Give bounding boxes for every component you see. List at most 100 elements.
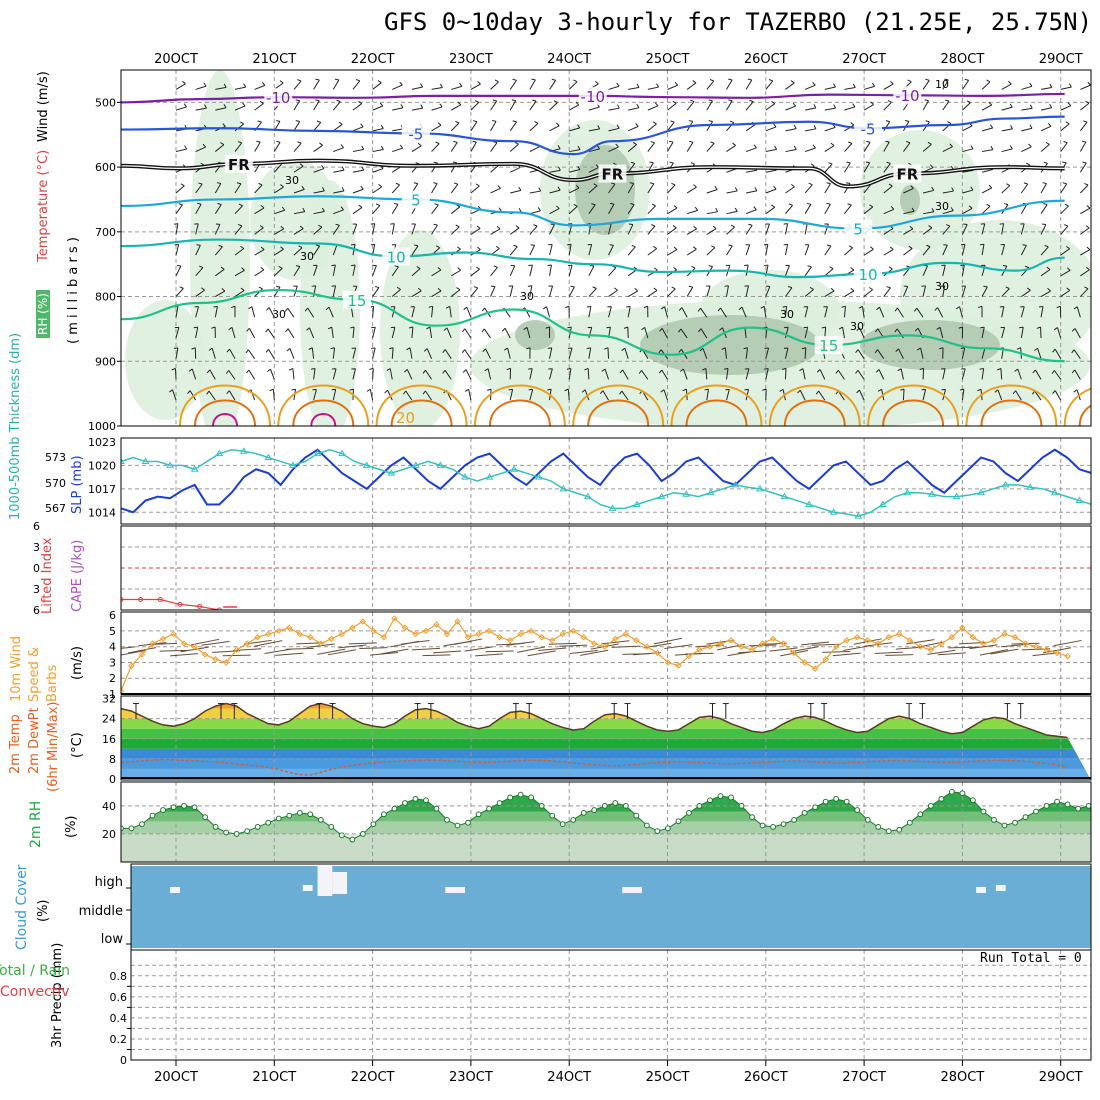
wind10m-point	[780, 640, 787, 647]
wind-barb	[863, 248, 874, 256]
wind-barb-flag	[1029, 124, 1033, 129]
thickness-point	[436, 461, 445, 468]
wind-barb	[863, 183, 872, 194]
wind10m-barb	[327, 649, 356, 656]
wind-barb	[391, 266, 399, 277]
wind-barb	[313, 100, 320, 111]
rh-contour-label: 30	[272, 308, 286, 321]
wind-barb-flag	[556, 122, 560, 127]
wind-barb	[510, 166, 521, 173]
temp2m-panel	[121, 696, 1091, 780]
wind-barb	[1020, 306, 1025, 318]
wind-barb-flag	[955, 306, 960, 310]
wind-barb-flag	[815, 390, 820, 395]
rh2m-point	[959, 790, 966, 797]
wind-barb	[1080, 207, 1091, 215]
wind10m-barb	[748, 644, 777, 647]
wind-barb	[961, 80, 970, 90]
thickness-point	[338, 449, 347, 457]
wind-barb-flag	[1038, 305, 1044, 308]
wind-barb-flag	[1065, 121, 1070, 125]
wind-barb-flag	[874, 328, 879, 333]
wind-ytick: 4	[109, 641, 116, 654]
wind10m-point	[391, 615, 398, 622]
rh2m-point	[622, 802, 629, 809]
wind-barb	[765, 223, 770, 235]
wind-barb-flag	[704, 388, 709, 391]
wind-barb	[229, 348, 236, 359]
wind-barb-flag	[442, 349, 446, 353]
wind-barb	[372, 149, 384, 153]
wind-barb-flag	[457, 246, 461, 250]
wind-barb	[490, 286, 496, 297]
wind-barb-flag	[518, 208, 522, 213]
isotherm-20-arc	[277, 384, 370, 426]
wind-barb	[1080, 102, 1090, 111]
rh2m-point	[254, 824, 261, 830]
wind-barb	[254, 207, 265, 215]
wind-barb-flag	[728, 99, 733, 102]
wind-barb-flag	[1066, 245, 1070, 250]
cloud-gap	[976, 887, 986, 893]
wind-barb	[1040, 204, 1048, 214]
wind-barb-flag	[355, 79, 360, 82]
wind-barb	[647, 205, 656, 215]
wind-barb	[568, 265, 573, 276]
wind-barb-flag	[1010, 125, 1013, 130]
wind-barb-flag	[472, 120, 478, 123]
wind-barb-flag	[285, 328, 289, 333]
wind-barb-flag	[813, 104, 817, 109]
wind-barb-flag	[321, 187, 325, 192]
wind-barb	[898, 348, 904, 359]
wind-barb	[961, 244, 966, 256]
wind-barb-flag	[217, 203, 222, 205]
wind-barb	[529, 389, 534, 401]
wind-barb-flag	[615, 143, 619, 148]
wind10m-point	[843, 637, 850, 644]
wind-barb-flag	[226, 348, 230, 353]
wind-barb-flag	[870, 246, 874, 250]
wind-barb	[450, 206, 461, 215]
wind-barb-flag	[481, 307, 486, 312]
wind-barb	[663, 389, 668, 401]
wind-barb	[1060, 183, 1068, 194]
wind-barb	[765, 286, 771, 297]
wind-barb-flag	[990, 145, 994, 150]
wind10m-point	[980, 640, 987, 647]
isotherm-25-arc	[882, 399, 945, 426]
wind-barb-flag	[1047, 288, 1051, 292]
wind10m-barb	[801, 641, 830, 646]
rh2m-fill-overlay	[121, 833, 1091, 862]
isotherm-label: 20	[396, 409, 415, 427]
wind-barb-flag	[697, 307, 701, 312]
x-tick-top: 23OCT	[449, 52, 493, 67]
wind-barb	[942, 285, 946, 297]
rh2m-point	[570, 816, 577, 823]
wind10m-point	[275, 627, 282, 635]
wind-barb-flag	[533, 224, 538, 227]
wind-barb	[215, 268, 225, 277]
wind-barb	[490, 228, 501, 235]
rh-contour-label: 10	[935, 78, 949, 91]
wind-barb-flag	[966, 100, 971, 104]
wind-barb	[1040, 125, 1052, 132]
wind10m-point	[128, 662, 135, 669]
wind-barb	[313, 265, 318, 276]
wind-barb	[509, 389, 514, 401]
wind-barb-flag	[658, 369, 663, 374]
li-ytick: 3	[33, 583, 40, 596]
wind-barb-flag	[523, 326, 528, 330]
wind-barb	[627, 163, 636, 173]
thickness-ytick: 567	[45, 502, 66, 515]
wind-barb	[234, 225, 243, 235]
wind-barb	[444, 370, 452, 380]
rh2m-point	[717, 793, 724, 799]
wind-barb	[509, 285, 514, 297]
wind-barb-flag	[732, 142, 736, 146]
wind-barb	[1034, 369, 1042, 380]
wind-barb	[863, 162, 871, 173]
wind-barb-flag	[848, 141, 853, 144]
wind-barb-flag	[1002, 264, 1007, 267]
wind-barb-flag	[453, 140, 458, 143]
wind10m-point	[1001, 630, 1008, 638]
